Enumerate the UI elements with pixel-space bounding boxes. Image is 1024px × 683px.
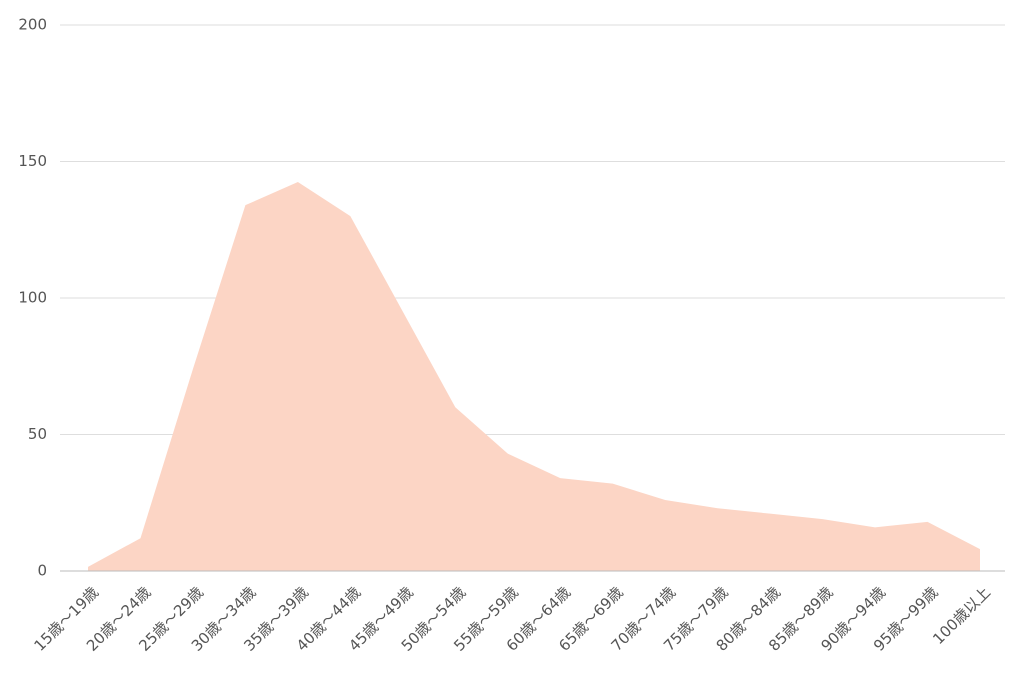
y-tick-label: 150: [18, 152, 47, 170]
y-tick-label: 200: [18, 16, 47, 34]
y-tick-label: 100: [18, 289, 47, 307]
x-tick-label: 100歳以上: [929, 583, 994, 648]
y-tick-label: 0: [37, 562, 47, 580]
area: [88, 181, 980, 571]
y-tick-label: 50: [28, 425, 47, 443]
